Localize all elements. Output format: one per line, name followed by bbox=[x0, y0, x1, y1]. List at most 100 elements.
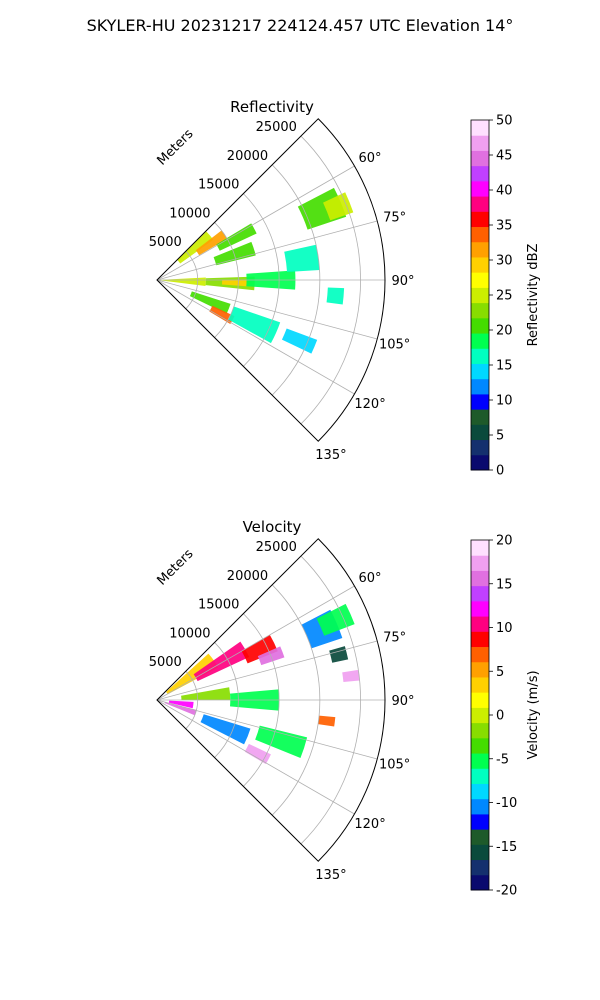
reflectivity-range-tick-label: 5000 bbox=[149, 235, 182, 250]
reflectivity-colorbar-tick-label: 35 bbox=[496, 219, 513, 234]
reflectivity-colorbar-band bbox=[471, 348, 489, 364]
velocity-cell-4 bbox=[181, 687, 231, 700]
velocity-colorbar-tick-label: -10 bbox=[496, 796, 517, 811]
reflectivity-cell-4 bbox=[213, 241, 256, 266]
reflectivity-colorbar-band bbox=[471, 272, 489, 288]
velocity-sector-outline bbox=[156, 538, 386, 862]
velocity-cell-10 bbox=[255, 725, 308, 758]
reflectivity-range-tick-label: 10000 bbox=[169, 206, 210, 221]
reflectivity-cell-6 bbox=[221, 280, 247, 287]
reflectivity-colorbar-band bbox=[471, 180, 489, 197]
reflectivity-colorbar-band bbox=[471, 363, 489, 380]
reflectivity-colorbar-tick-label: 25 bbox=[496, 289, 513, 304]
velocity-colorbar-band bbox=[471, 874, 489, 891]
velocity-colorbar-band bbox=[471, 676, 489, 693]
reflectivity-colorbar: 0 5 10 15 20 25 30 35 40 45 50 Reflectivity dBZ bbox=[470, 114, 541, 479]
reflectivity-colorbar-tick-label: 30 bbox=[496, 254, 513, 269]
velocity-colorbar-band bbox=[471, 585, 489, 602]
reflectivity-azimuth-tick-label: 75° bbox=[383, 210, 406, 225]
velocity-cell-13 bbox=[329, 646, 349, 663]
velocity-azimuth-tick-label: 90° bbox=[391, 694, 414, 709]
velocity-colorbar-band bbox=[471, 555, 489, 571]
reflectivity-colorbar-band bbox=[471, 196, 489, 212]
velocity-range-ticks: 5000 10000 15000 20000 25000 bbox=[149, 540, 297, 670]
reflectivity-colorbar-band bbox=[471, 409, 489, 425]
velocity-colorbar-band bbox=[471, 661, 489, 678]
reflectivity-colorbar-band bbox=[471, 226, 489, 243]
reflectivity-azimuth-line-3 bbox=[156, 279, 378, 340]
velocity-polar-grid bbox=[156, 538, 386, 862]
reflectivity-colorbar-tick-label: 45 bbox=[496, 149, 513, 164]
velocity-colorbar-label: Velocity (m/s) bbox=[526, 670, 541, 759]
reflectivity-colorbar-band bbox=[471, 211, 489, 228]
reflectivity-cell-3 bbox=[216, 223, 257, 251]
velocity-cell-15 bbox=[318, 715, 336, 727]
velocity-colorbar-band bbox=[471, 631, 489, 648]
velocity-colorbar-band bbox=[471, 570, 489, 587]
velocity-cell-6 bbox=[168, 700, 194, 709]
reflectivity-azimuth-tick-label: 120° bbox=[354, 397, 385, 412]
velocity-azimuth-line-1 bbox=[156, 640, 378, 701]
reflectivity-colorbar-tick-label: 10 bbox=[496, 394, 513, 409]
velocity-range-tick-label: 5000 bbox=[149, 655, 182, 670]
velocity-colorbar-band bbox=[471, 540, 489, 556]
velocity-colorbar: -20 -15 -10 -5 0 5 10 15 20 Velocity (m/s) bbox=[470, 534, 541, 899]
velocity-azimuth-tick-label: 60° bbox=[359, 571, 382, 586]
reflectivity-colorbar-tick-label: 20 bbox=[496, 324, 513, 339]
velocity-cell-8 bbox=[200, 714, 251, 745]
figure-title: SKYLER-HU 20231217 224124.457 UTC Elevat… bbox=[87, 16, 514, 35]
reflectivity-range-label: Meters bbox=[155, 126, 197, 168]
velocity-colorbar-band bbox=[471, 829, 489, 845]
velocity-colorbar-band bbox=[471, 600, 489, 617]
velocity-range-label: Meters bbox=[155, 546, 197, 588]
reflectivity-azimuth-line-4 bbox=[156, 279, 355, 395]
reflectivity-azimuth-line-1 bbox=[156, 220, 378, 281]
velocity-colorbar-band bbox=[471, 692, 489, 708]
reflectivity-colorbar-band bbox=[471, 454, 489, 471]
velocity-colorbar-band bbox=[471, 616, 489, 632]
reflectivity-colorbar-tick-label: 50 bbox=[496, 114, 513, 129]
velocity-colorbar-tick-label: -20 bbox=[496, 884, 517, 899]
reflectivity-cell-13 bbox=[323, 192, 354, 221]
reflectivity-cell-1 bbox=[177, 231, 214, 264]
reflectivity-range-tick-label: 25000 bbox=[256, 120, 297, 135]
reflectivity-cell-15 bbox=[326, 287, 345, 305]
reflectivity-colorbar-band bbox=[471, 302, 489, 319]
reflectivity-echo-cells bbox=[157, 187, 354, 354]
velocity-colorbar-band bbox=[471, 737, 489, 754]
velocity-range-tick-label: 10000 bbox=[169, 626, 210, 641]
velocity-range-tick-label: 25000 bbox=[256, 540, 297, 555]
velocity-azimuth-tick-label: 135° bbox=[315, 868, 346, 883]
velocity-colorbar-band bbox=[471, 783, 489, 800]
reflectivity-colorbar-band bbox=[471, 256, 489, 273]
velocity-colorbar-tick-label: -15 bbox=[496, 840, 517, 855]
velocity-colorbar-band bbox=[471, 844, 489, 861]
reflectivity-azimuth-ticks: 60° 75° 90° 105° 120° 135° bbox=[315, 151, 414, 463]
reflectivity-azimuth-tick-label: 60° bbox=[359, 151, 382, 166]
velocity-colorbar-band bbox=[471, 768, 489, 784]
reflectivity-cell-14 bbox=[284, 244, 320, 273]
reflectivity-colorbar-tick-label: 0 bbox=[496, 464, 504, 479]
velocity-cell-0 bbox=[166, 653, 219, 695]
velocity-cell-14 bbox=[342, 669, 360, 683]
velocity-cell-7 bbox=[164, 701, 197, 716]
velocity-colorbar-tick-label: -5 bbox=[496, 752, 509, 767]
velocity-azimuth-line-4 bbox=[156, 699, 355, 815]
velocity-cell-2 bbox=[241, 634, 278, 664]
reflectivity-cell-2 bbox=[195, 230, 228, 256]
velocity-colorbar-band bbox=[471, 722, 489, 739]
reflectivity-colorbar-band bbox=[471, 120, 489, 136]
reflectivity-colorbar-band bbox=[471, 165, 489, 182]
velocity-colorbar-tick-label: 15 bbox=[496, 577, 513, 592]
reflectivity-azimuth-tick-label: 105° bbox=[379, 338, 410, 353]
velocity-azimuth-line-3 bbox=[156, 699, 378, 760]
velocity-title: Velocity bbox=[243, 518, 302, 536]
reflectivity-colorbar-band bbox=[471, 378, 489, 395]
velocity-colorbar-tick-label: 20 bbox=[496, 534, 513, 549]
reflectivity-colorbar-band bbox=[471, 439, 489, 456]
reflectivity-cell-11 bbox=[281, 328, 318, 354]
reflectivity-range-tick-label: 15000 bbox=[198, 178, 239, 193]
reflectivity-range-ticks: 5000 10000 15000 20000 25000 bbox=[149, 120, 297, 250]
velocity-azimuth-ticks: 60° 75° 90° 105° 120° 135° bbox=[315, 571, 414, 883]
reflectivity-azimuth-line-0 bbox=[156, 165, 355, 281]
